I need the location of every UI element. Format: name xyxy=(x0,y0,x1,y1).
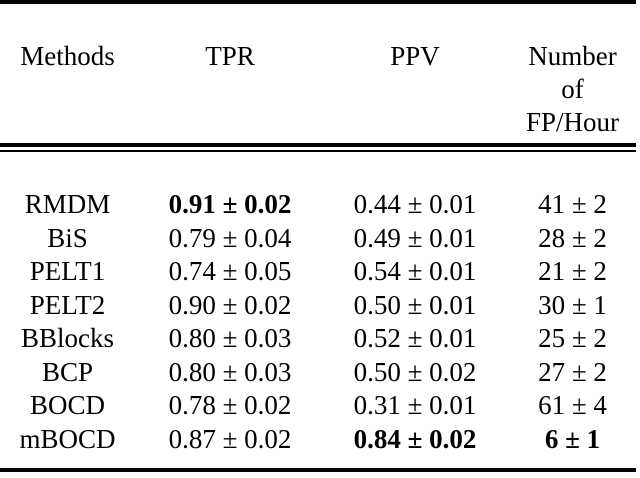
tpr-cell: 0.74 ± 0.05 xyxy=(168,256,292,287)
tpr-cell: 0.80 ± 0.03 xyxy=(168,356,292,387)
tpr-cell: 0.78 ± 0.02 xyxy=(168,390,292,421)
ppv-cell: 0.50 ± 0.01 xyxy=(353,289,477,320)
method-cell: PELT1 xyxy=(29,256,106,287)
tpr-cell: 0.80 ± 0.03 xyxy=(168,323,292,354)
ppv-cell: 0.52 ± 0.01 xyxy=(353,323,477,354)
tpr-cell: 0.87 ± 0.02 xyxy=(168,423,292,454)
fp-cell: 41 ± 2 xyxy=(538,189,607,220)
tpr-cell: 0.90 ± 0.02 xyxy=(168,289,292,320)
table-row: BiS 0.79 ± 0.04 0.49 ± 0.01 28 ± 2 xyxy=(0,222,640,256)
method-cell: PELT2 xyxy=(29,289,106,320)
header-double-rule xyxy=(0,143,636,152)
table-row: BBlocks 0.80 ± 0.03 0.52 ± 0.01 25 ± 2 xyxy=(0,322,640,356)
ppv-cell: 0.31 ± 0.01 xyxy=(353,390,477,421)
method-cell: BBlocks xyxy=(20,323,114,354)
table-row: mBOCD 0.87 ± 0.02 0.84 ± 0.02 6 ± 1 xyxy=(0,423,640,457)
ppv-cell: 0.49 ± 0.01 xyxy=(353,222,477,253)
tpr-cell: 0.91 ± 0.02 xyxy=(168,189,292,220)
column-header-ppv: PPV xyxy=(390,41,440,71)
ppv-cell: 0.84 ± 0.02 xyxy=(353,423,477,454)
fp-cell: 25 ± 2 xyxy=(538,323,607,354)
table-row: BCP 0.80 ± 0.03 0.50 ± 0.02 27 ± 2 xyxy=(0,356,640,390)
ppv-cell: 0.54 ± 0.01 xyxy=(353,256,477,287)
fp-cell: 28 ± 2 xyxy=(538,222,607,253)
table-row: BOCD 0.78 ± 0.02 0.31 ± 0.01 61 ± 4 xyxy=(0,389,640,423)
column-header-fp-per-hour: Number of FP/Hour xyxy=(505,40,640,139)
method-cell: BOCD xyxy=(29,390,105,421)
fp-header-line-1: Number xyxy=(528,41,617,71)
fp-cell: 27 ± 2 xyxy=(538,356,607,387)
header-double-rule-thick xyxy=(0,143,636,147)
table-body: RMDM 0.91 ± 0.02 0.44 ± 0.01 41 ± 2 BiS … xyxy=(0,188,640,456)
table-header-row: Methods TPR PPV Number of FP/Hour xyxy=(0,40,640,139)
fp-header-line-3: FP/Hour xyxy=(525,107,620,137)
ppv-cell: 0.50 ± 0.02 xyxy=(353,356,477,387)
table-row: PELT2 0.90 ± 0.02 0.50 ± 0.01 30 ± 1 xyxy=(0,289,640,323)
table-bottom-rule xyxy=(0,468,636,472)
fp-cell: 6 ± 1 xyxy=(544,423,601,454)
header-double-rule-thin xyxy=(0,150,636,152)
fp-cell: 30 ± 1 xyxy=(538,289,607,320)
column-header-tpr: TPR xyxy=(205,41,255,71)
method-cell: RMDM xyxy=(24,189,111,220)
table-row: RMDM 0.91 ± 0.02 0.44 ± 0.01 41 ± 2 xyxy=(0,188,640,222)
method-cell: BiS xyxy=(47,222,88,253)
method-cell: mBOCD xyxy=(19,423,116,454)
tpr-cell: 0.79 ± 0.04 xyxy=(168,222,292,253)
column-header-methods: Methods xyxy=(20,41,115,71)
table-row: PELT1 0.74 ± 0.05 0.54 ± 0.01 21 ± 2 xyxy=(0,255,640,289)
fp-cell: 61 ± 4 xyxy=(538,390,607,421)
ppv-cell: 0.44 ± 0.01 xyxy=(353,189,477,220)
fp-cell: 21 ± 2 xyxy=(538,256,607,287)
fp-header-line-2: of xyxy=(561,74,584,104)
table-top-rule xyxy=(0,0,636,4)
method-cell: BCP xyxy=(41,356,94,387)
